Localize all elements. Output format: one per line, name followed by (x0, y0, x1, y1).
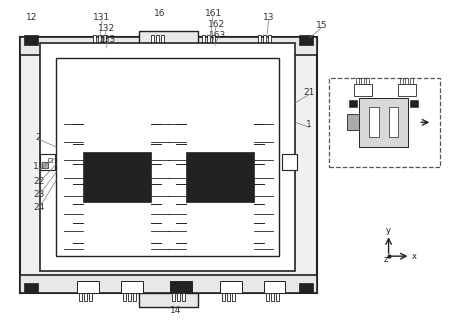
Bar (47, 158, 51, 162)
Bar (281, 154, 297, 170)
Text: 162: 162 (207, 20, 225, 29)
Bar (256, 43, 277, 55)
Bar (139, 293, 198, 307)
Bar (271, 293, 274, 301)
Bar (98, 35, 101, 43)
Text: 11: 11 (33, 162, 44, 171)
Text: 132: 132 (97, 24, 115, 33)
Bar (182, 293, 185, 301)
Bar (207, 35, 210, 43)
Bar (20, 37, 317, 55)
Bar (172, 293, 175, 301)
Bar (329, 78, 440, 167)
Bar (186, 152, 254, 202)
Bar (121, 281, 143, 293)
Text: 24: 24 (33, 203, 44, 212)
Bar (83, 152, 151, 202)
Text: 12: 12 (26, 13, 37, 22)
Text: 131: 131 (93, 13, 110, 22)
Bar (161, 35, 164, 43)
Bar (40, 43, 295, 271)
Bar (84, 293, 87, 301)
Bar (103, 35, 106, 43)
Bar (139, 31, 198, 45)
Bar (151, 35, 154, 43)
Bar (405, 78, 409, 84)
Bar (133, 293, 136, 301)
Bar (24, 283, 37, 293)
Text: x: x (412, 252, 417, 261)
Bar (20, 37, 317, 293)
Text: 16: 16 (154, 9, 166, 18)
Text: 23: 23 (33, 190, 44, 199)
Text: 21: 21 (304, 88, 315, 97)
Bar (266, 293, 269, 301)
Bar (40, 154, 55, 170)
Bar (56, 58, 279, 256)
Text: 13: 13 (263, 13, 274, 22)
Bar (222, 293, 225, 301)
Bar (170, 281, 192, 293)
Text: 2: 2 (36, 133, 41, 142)
Text: 3: 3 (434, 126, 440, 135)
Bar (79, 293, 82, 301)
Bar (267, 35, 271, 43)
Bar (89, 293, 92, 301)
Text: 15: 15 (317, 21, 328, 30)
Bar (156, 35, 159, 43)
Bar (349, 99, 357, 108)
Text: 133: 133 (99, 34, 117, 43)
Bar (299, 283, 313, 293)
Bar (149, 43, 170, 55)
Bar (258, 35, 261, 43)
Bar (212, 35, 215, 43)
Bar (262, 35, 266, 43)
Bar (354, 84, 372, 96)
Bar (347, 114, 359, 130)
Text: 14: 14 (170, 306, 181, 315)
Bar (410, 99, 419, 108)
Bar (128, 293, 131, 301)
Bar (77, 281, 99, 293)
Bar (24, 35, 37, 45)
Bar (356, 78, 359, 84)
Bar (369, 108, 379, 137)
Bar (123, 293, 126, 301)
Bar (220, 281, 242, 293)
Bar (399, 84, 416, 96)
Text: 161: 161 (204, 9, 222, 18)
Bar (361, 78, 364, 84)
Bar (20, 275, 317, 293)
Bar (299, 35, 313, 45)
Bar (366, 78, 369, 84)
Bar (41, 162, 47, 168)
Text: z: z (383, 255, 388, 264)
Bar (91, 43, 113, 55)
Text: 22: 22 (33, 177, 44, 186)
Bar (264, 281, 285, 293)
Bar (359, 98, 409, 147)
Text: 163: 163 (209, 31, 227, 40)
Bar (93, 35, 96, 43)
Bar (177, 293, 180, 301)
Bar (227, 293, 230, 301)
Bar (200, 43, 222, 55)
Bar (276, 293, 279, 301)
Text: 1: 1 (306, 120, 312, 129)
Bar (389, 108, 399, 137)
Bar (232, 293, 235, 301)
Text: y: y (386, 226, 391, 235)
Bar (202, 35, 205, 43)
Bar (410, 78, 414, 84)
Bar (400, 78, 404, 84)
